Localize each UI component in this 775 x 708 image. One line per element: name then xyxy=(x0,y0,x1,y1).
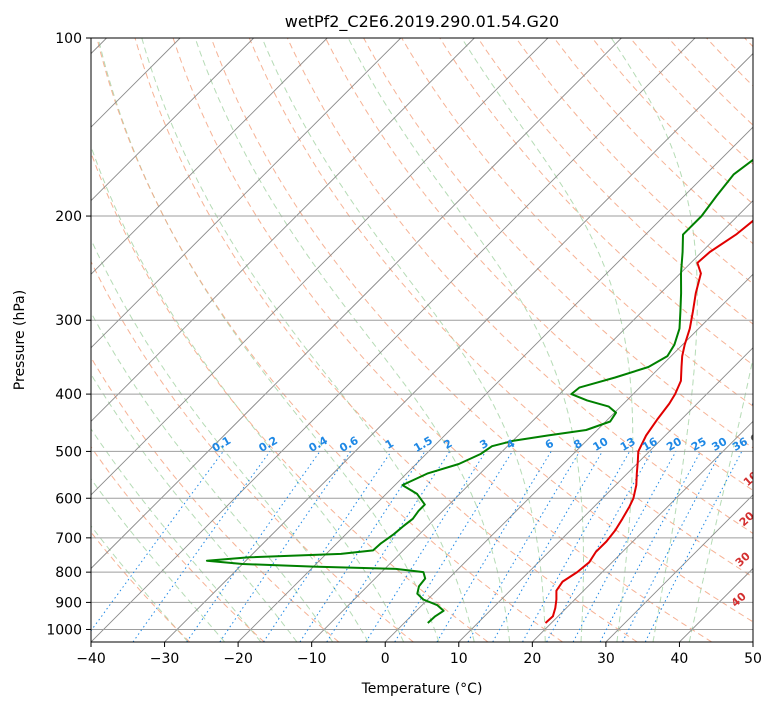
y-tick-label: 300 xyxy=(55,313,82,329)
isotherm xyxy=(311,200,753,642)
dry-adiabat xyxy=(172,38,713,642)
adiabat-label: -10 xyxy=(747,386,771,409)
x-tick-label: 20 xyxy=(523,651,541,667)
isotherm xyxy=(532,420,753,642)
y-tick-label: 100 xyxy=(55,31,82,47)
mixing-ratio-line xyxy=(326,451,451,642)
mixing-ratio-line xyxy=(299,451,426,642)
sounding-line xyxy=(205,158,753,624)
dry-adiabats xyxy=(91,38,753,642)
x-tick-label: 10 xyxy=(450,651,468,667)
isotherm xyxy=(91,38,402,349)
dry-adiabat xyxy=(325,38,753,491)
mixing-ratio-line xyxy=(436,451,552,642)
dry-adiabat xyxy=(629,38,753,166)
dry-adiabat xyxy=(91,445,265,642)
y-tick-label: 200 xyxy=(55,209,82,225)
isotherm xyxy=(91,38,328,275)
isotherm xyxy=(91,38,254,202)
dry-adiabat xyxy=(591,38,753,205)
x-tick-label: −30 xyxy=(150,651,180,667)
dry-adiabat xyxy=(210,38,753,623)
y-tick-label: 500 xyxy=(55,444,82,460)
isotherm xyxy=(237,126,753,642)
y-tick-label: 600 xyxy=(55,491,82,507)
moist-adiabat xyxy=(91,373,298,642)
x-axis-label: Temperature (°C) xyxy=(361,681,483,697)
mixing-ratio-line xyxy=(492,451,603,642)
mixing-ratio-line xyxy=(522,451,631,642)
dry-adiabat xyxy=(515,38,753,285)
isotherm xyxy=(91,38,475,422)
dry-adiabat xyxy=(401,38,753,407)
mixing-ratio-line xyxy=(572,451,677,642)
dry-adiabat xyxy=(134,38,638,642)
x-tick-label: −20 xyxy=(223,651,253,667)
mixing-ratio-line xyxy=(394,451,513,642)
isobars xyxy=(91,38,753,630)
moist-adiabat xyxy=(610,38,698,642)
mixing-ratio-line xyxy=(186,451,321,642)
y-tick-label: 900 xyxy=(55,595,82,611)
y-axis-ticks: 100 200 300 400 500 600 700 800 900 1000 xyxy=(46,31,91,638)
x-tick-label: 0 xyxy=(381,651,390,667)
isotherm xyxy=(91,38,622,570)
dry-adiabat xyxy=(477,38,753,325)
adiabat-label: -20 xyxy=(751,346,775,369)
moist-adiabat xyxy=(91,478,225,642)
sounding-line xyxy=(544,219,753,624)
moist-adiabat xyxy=(91,144,405,642)
x-tick-label: 50 xyxy=(744,651,762,667)
isotherm xyxy=(91,38,696,642)
mixing-ratio-line xyxy=(132,451,271,642)
moist-adiabat xyxy=(141,38,475,642)
moist-adiabat xyxy=(194,38,511,642)
dry-adiabat xyxy=(286,38,753,535)
dry-adiabat xyxy=(248,38,753,578)
y-tick-label: 400 xyxy=(55,387,82,403)
dry-adiabat xyxy=(96,38,563,642)
y-axis-label: Pressure (hPa) xyxy=(12,290,28,390)
x-tick-label: −40 xyxy=(76,651,106,667)
sounding-series xyxy=(205,158,753,624)
adiabat-label: 0 xyxy=(748,431,763,446)
moist-adiabat xyxy=(688,355,753,642)
chart-title: wetPf2_C2E6.2019.290.01.54.G20 xyxy=(285,12,559,32)
moist-adiabat xyxy=(91,427,262,642)
x-tick-label: −10 xyxy=(297,651,327,667)
x-axis-ticks: −40 −30 −20 −10 0 10 20 30 40 50 xyxy=(76,642,762,667)
moist-adiabat xyxy=(91,525,189,642)
moist-adiabat xyxy=(347,38,584,642)
isotherm xyxy=(458,347,753,642)
moist-adiabat xyxy=(91,311,334,642)
mixing-ratio-lines xyxy=(91,451,743,642)
moist-adiabat xyxy=(91,238,369,642)
mixing-ratio-line xyxy=(91,451,224,632)
y-tick-label: 800 xyxy=(55,565,82,581)
mixing-ratio-line xyxy=(546,451,653,642)
isotherm xyxy=(605,494,753,642)
x-tick-label: 30 xyxy=(597,651,615,667)
dry-adiabat xyxy=(91,260,414,642)
isotherm xyxy=(164,52,753,642)
x-tick-label: 40 xyxy=(671,651,689,667)
y-tick-label: 700 xyxy=(55,531,82,547)
mixing-ratio-line xyxy=(365,451,487,642)
isotherm xyxy=(91,38,549,496)
mixing-ratio-line xyxy=(467,451,581,642)
plot-frame xyxy=(90,37,754,643)
moist-adiabat xyxy=(261,38,546,642)
isotherms xyxy=(91,38,753,642)
y-tick-label: 1000 xyxy=(46,622,82,638)
